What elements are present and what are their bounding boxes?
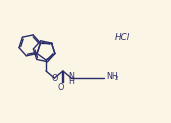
Text: H: H [68, 77, 74, 86]
Text: HCl: HCl [115, 33, 130, 43]
Text: N: N [68, 72, 74, 81]
Text: NH: NH [106, 72, 118, 81]
Text: O: O [52, 74, 58, 83]
Text: 2: 2 [114, 76, 118, 81]
Text: O: O [58, 84, 64, 92]
